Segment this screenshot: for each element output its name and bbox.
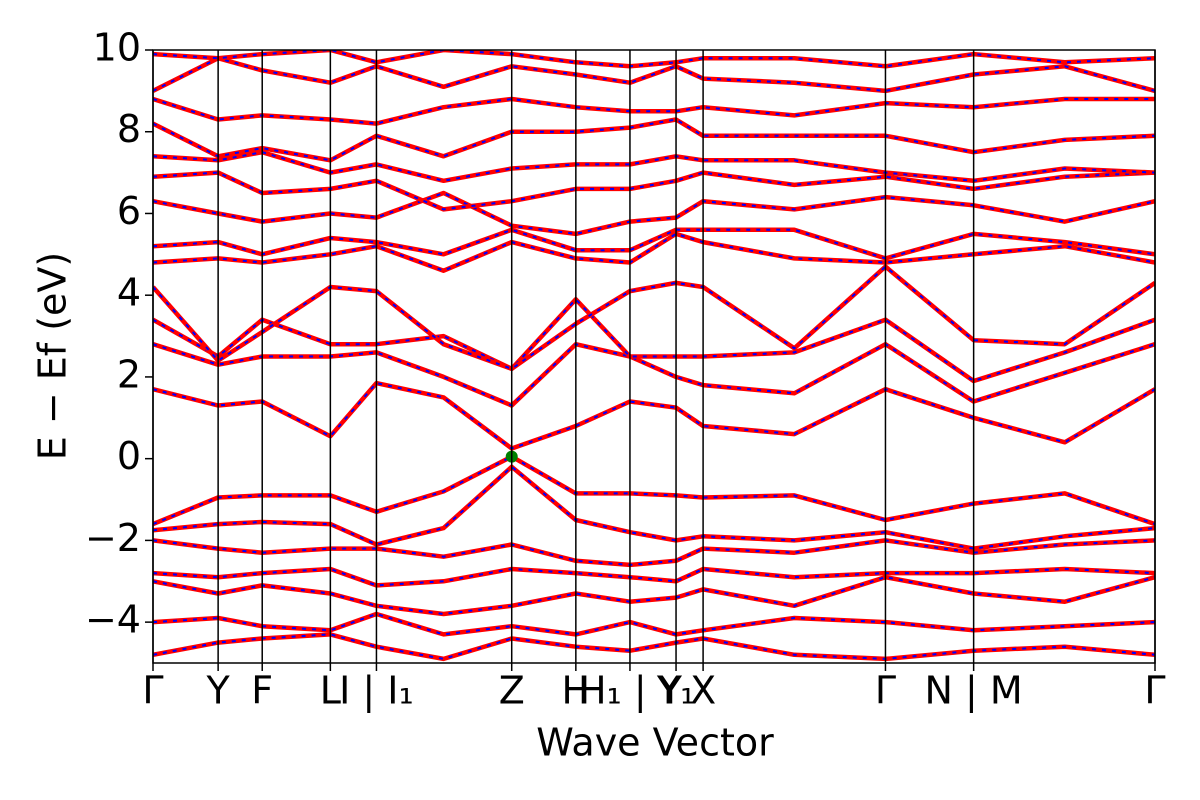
y-tick-label: 2 xyxy=(117,352,141,396)
x-tick-label: X xyxy=(690,669,716,713)
band-line-overlay xyxy=(153,118,1155,162)
x-tick-label: H₁ | Y xyxy=(578,669,683,714)
band-line xyxy=(153,574,1155,617)
band-line xyxy=(153,380,1155,451)
y-tick-label: −4 xyxy=(85,598,141,642)
y-tick-label: 4 xyxy=(117,271,141,315)
band-line xyxy=(153,117,1155,163)
band-line-overlay xyxy=(153,232,1155,272)
y-tick-label: −2 xyxy=(85,516,141,560)
band-line-overlay xyxy=(153,612,1155,636)
band-line xyxy=(153,149,1155,184)
y-tick-label: 6 xyxy=(117,189,141,233)
band-line xyxy=(153,611,1155,637)
band-line xyxy=(153,96,1155,126)
band-line xyxy=(153,538,1155,568)
band-line-overlay xyxy=(153,265,1155,370)
x-tick-label: Y₁ xyxy=(656,669,695,713)
x-tick-label: Z xyxy=(499,669,525,713)
x-tick-label: H xyxy=(562,669,591,713)
band-line-overlay xyxy=(153,576,1155,616)
band-line-overlay xyxy=(153,228,1155,260)
y-tick-label: 0 xyxy=(117,434,141,478)
band-line-overlay xyxy=(153,297,1155,383)
band-line xyxy=(153,190,1155,237)
x-tick-label: Γ xyxy=(142,669,163,713)
x-tick-label: L xyxy=(320,669,341,713)
band-line-overlay xyxy=(153,50,1155,68)
band-line xyxy=(153,341,1155,408)
x-tick-label: Γ xyxy=(875,669,896,713)
x-axis-label: Wave Vector xyxy=(536,721,774,765)
y-tick-label: 10 xyxy=(93,26,141,70)
y-tick-label: 8 xyxy=(117,107,141,151)
x-tick-label: N | M xyxy=(925,669,1023,714)
band-line xyxy=(153,454,1155,527)
x-tick-label: F xyxy=(251,669,273,713)
band-line-overlay xyxy=(153,171,1155,211)
band-line xyxy=(153,264,1155,372)
band-line-overlay xyxy=(153,343,1155,407)
band-line-overlay xyxy=(153,455,1155,526)
x-tick-label: Y xyxy=(206,669,231,713)
band-line-overlay xyxy=(153,57,1155,92)
plot-area xyxy=(153,50,1155,662)
x-tick-label: I | I₁ xyxy=(339,669,414,714)
band-line xyxy=(153,632,1155,662)
band-line-overlay xyxy=(153,465,1155,550)
x-tick-label: Γ xyxy=(1144,669,1165,713)
band-line-overlay xyxy=(153,567,1155,587)
y-axis-label: E − Ef (eV) xyxy=(31,252,75,461)
band-line-overlay xyxy=(153,191,1155,235)
